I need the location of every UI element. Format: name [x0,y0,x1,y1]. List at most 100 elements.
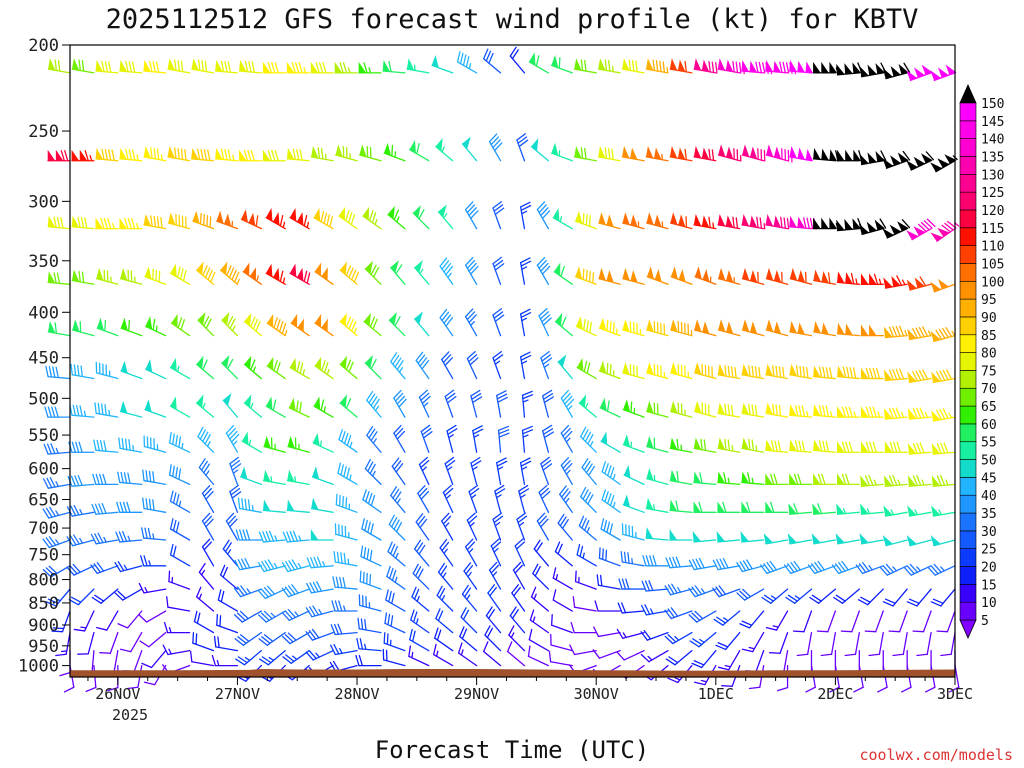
wind-barb [553,262,573,285]
wind-barb [235,650,263,666]
wind-barb [166,596,191,612]
wind-barb [214,60,239,74]
wind-barb [193,610,215,634]
colorbar-tick-label: 100 [981,275,1004,290]
wind-barb [792,610,813,633]
wind-barb [95,361,119,380]
wind-barb [145,359,167,380]
wind-barb [201,538,215,567]
wind-barb [741,363,765,380]
wind-barb [570,621,597,634]
wind-barb [459,626,478,652]
wind-barb [413,539,430,567]
wind-barb [560,424,573,453]
wind-barb [387,205,406,230]
wind-barb [796,631,813,657]
wind-barb [669,146,693,162]
wind-barb [472,425,484,453]
wind-barb [906,535,932,547]
wind-barb [642,555,669,567]
wind-barb [233,585,263,598]
wind-barb [783,560,813,574]
wind-barb [265,263,286,285]
wind-barb [857,588,884,606]
wind-barb [412,205,430,230]
wind-barb [580,426,597,453]
wind-barb [190,147,215,162]
wind-barb [883,474,908,487]
wind-barb [670,266,693,285]
colorbar-swatch [959,548,977,567]
wind-barb [924,664,936,693]
wind-barb [741,319,765,337]
wind-barb [519,457,532,486]
wind-barb [310,529,334,541]
wind-barb [492,308,505,337]
colorbar-tick-label: 5 [981,614,989,629]
colorbar-tick-label: 140 [981,133,1004,148]
wind-barb [170,313,191,337]
wind-barb [393,424,406,453]
wind-barb [906,64,933,82]
wind-barb [518,484,530,513]
wind-barb [883,275,908,289]
wind-barb [811,533,837,545]
wind-barb [120,317,143,337]
wind-barb [169,544,191,567]
wind-barb [91,588,119,604]
wind-barb [860,503,884,515]
wind-barb [265,396,286,418]
wind-barb [640,650,669,663]
wind-barb [71,269,95,285]
wind-barb [693,437,717,453]
wind-barb [763,533,789,545]
wind-barb [907,474,932,487]
colorbar-tick-label: 80 [981,347,997,362]
wind-barb [836,271,860,285]
wind-barb [441,512,454,541]
wind-barb [383,632,406,652]
wind-barb [559,485,573,513]
wind-barb [594,600,621,612]
wind-barb [143,213,167,230]
wind-barb [597,146,621,162]
wind-barb [906,218,936,241]
wind-barb [882,62,911,80]
y-tick-label: 700 [28,519,59,539]
wind-barb [439,257,454,285]
wind-barb [314,262,334,285]
wind-barb [169,357,191,380]
wind-barb [554,312,573,337]
x-tick-label: 27NOV [215,685,260,703]
wind-barb [219,564,239,590]
colorbar-swatch [959,120,977,139]
wind-barb [812,404,837,418]
wind-barb [197,312,215,337]
wind-barb [119,217,143,230]
wind-barb [592,649,621,659]
wind-barb [693,471,717,486]
wind-barb [221,312,239,337]
wind-barb [812,217,839,230]
wind-barb [492,350,504,380]
wind-barb [96,610,119,631]
wind-barb [468,484,480,513]
wind-barb [90,561,119,574]
wind-barb [765,319,789,337]
wind-barb [554,541,573,567]
wind-barb [142,469,167,486]
wind-barb [717,501,741,513]
wind-barb [741,213,766,230]
wind-barb [281,559,310,573]
wind-barb [68,441,95,453]
y-tick-label: 200 [28,36,59,56]
wind-barb [169,431,191,453]
wind-barb [669,58,693,74]
wind-barb [94,402,119,418]
wind-barb [310,497,334,513]
wind-barb [330,623,358,636]
wind-barb [198,458,215,486]
credit-text: coolwx.com/models [859,746,1013,764]
wind-barb [883,368,908,382]
wind-barb [355,654,382,667]
